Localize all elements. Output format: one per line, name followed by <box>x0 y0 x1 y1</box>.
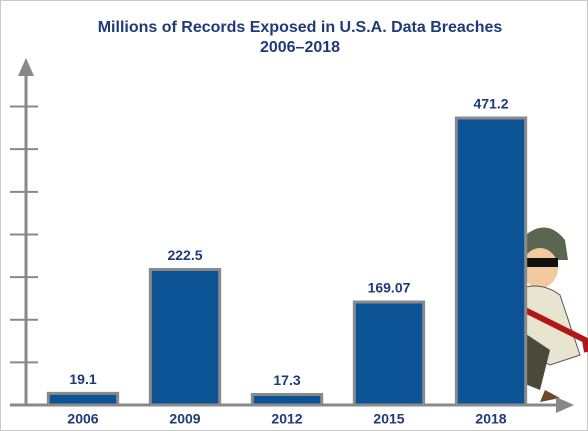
value-label: 169.07 <box>368 280 411 296</box>
chart-subtitle: 2006–2018 <box>260 39 340 56</box>
value-label: 222.5 <box>167 247 202 263</box>
x-tick-label: 2012 <box>271 411 302 427</box>
x-tick-label: 2018 <box>475 411 506 427</box>
x-tick-label: 2006 <box>67 411 98 427</box>
value-label: 19.1 <box>69 371 96 387</box>
bar <box>354 302 423 405</box>
bar <box>48 393 117 405</box>
chart-title: Millions of Records Exposed in U.S.A. Da… <box>98 19 503 36</box>
chart: Millions of Records Exposed in U.S.A. Da… <box>0 0 588 431</box>
value-label: 471.2 <box>473 96 508 112</box>
x-tick-label: 2009 <box>169 411 200 427</box>
value-label: 17.3 <box>273 372 300 388</box>
bar <box>150 269 219 405</box>
page: Millions of Records Exposed in U.S.A. Da… <box>0 0 588 431</box>
bar <box>252 394 321 405</box>
x-tick-label: 2015 <box>373 411 404 427</box>
bar <box>456 118 525 405</box>
